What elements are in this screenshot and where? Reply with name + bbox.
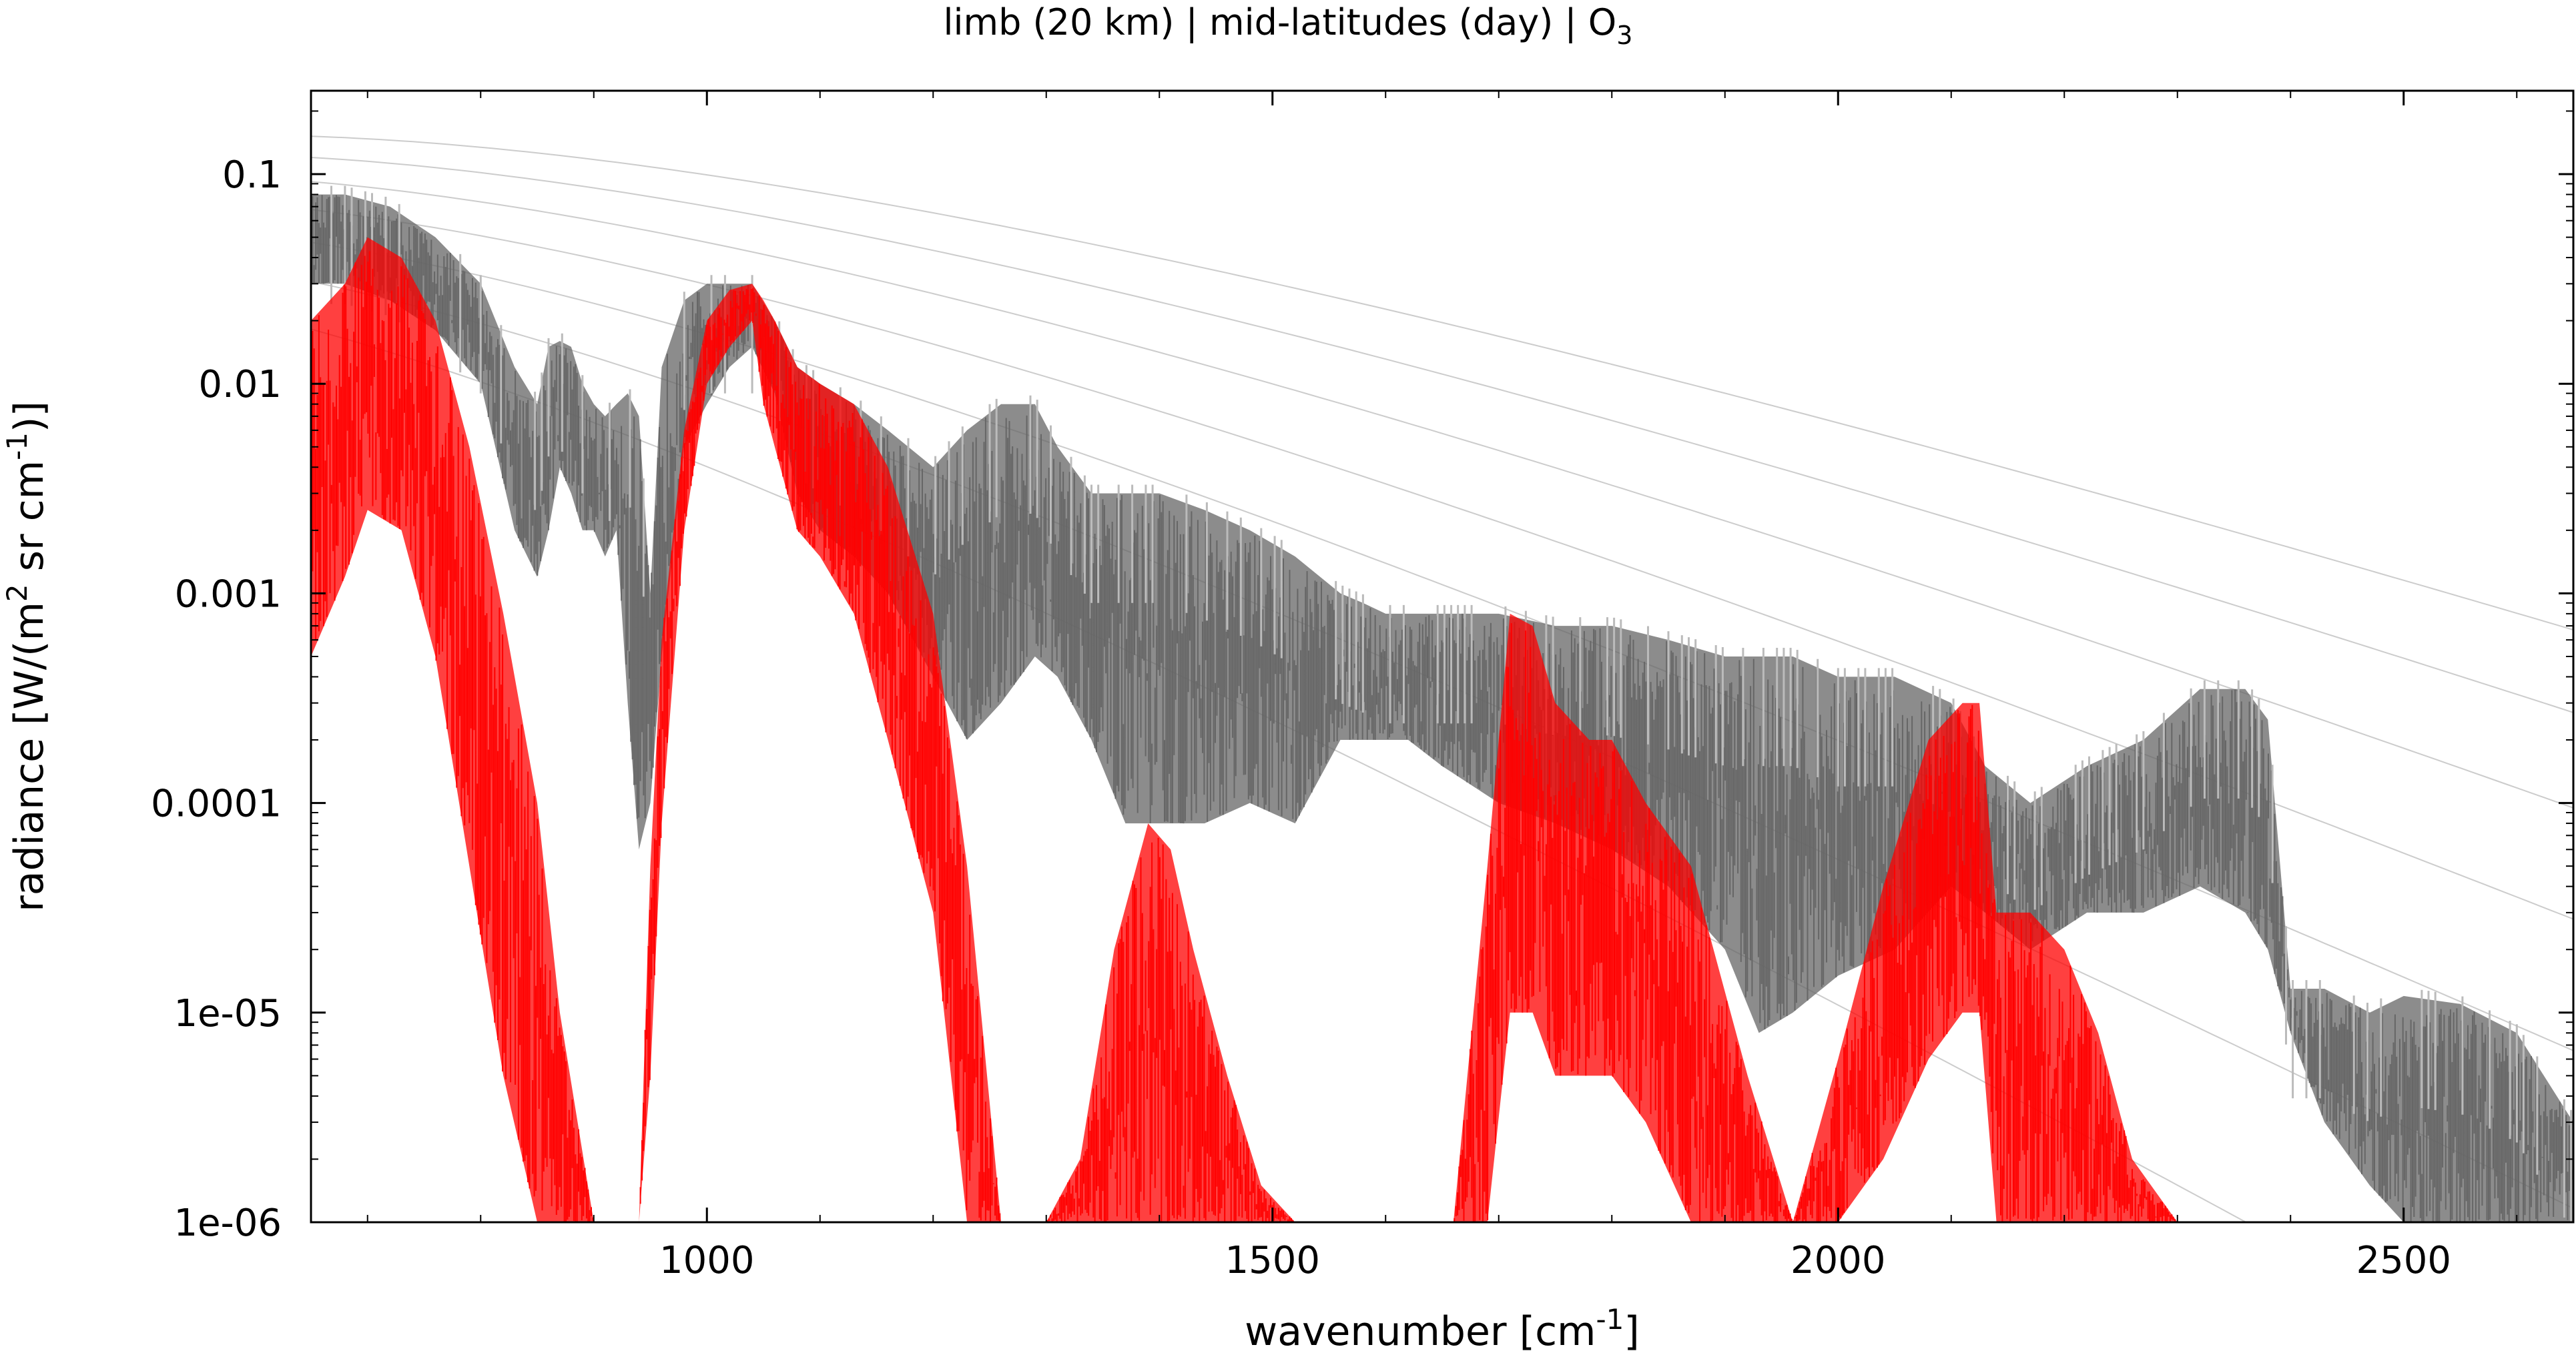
x-tick-label: 1500 xyxy=(1225,1239,1320,1282)
o3-spectrum-lines xyxy=(311,251,2178,1222)
planck-curve-5 xyxy=(311,157,2573,713)
x-tick-label: 2000 xyxy=(1791,1239,1886,1282)
chart-title: limb (20 km) | mid-latitudes (day) | O3 xyxy=(944,1,1633,50)
axis-ticks: 1000 1500 2000 2500 1e-06 1e-05 0.0001 0.001 0.0… xyxy=(151,91,2573,1282)
y-tick-label: 0.0001 xyxy=(151,783,282,826)
y-tick-label: 0.001 xyxy=(175,572,282,616)
x-axis-label: wavenumber [cm-1] xyxy=(1245,1303,1640,1355)
y-tick-label: 1e-06 xyxy=(174,1202,282,1245)
y-axis-label: radiance [W/(m2 sr cm-1)] xyxy=(1,401,53,912)
x-tick-label: 1000 xyxy=(659,1239,755,1282)
o3-spectrum-band xyxy=(311,237,2573,1222)
y-tick-label: 1e-05 xyxy=(174,992,282,1035)
planck-curve-6 xyxy=(311,135,2573,631)
y-tick-label: 0.01 xyxy=(198,363,282,406)
total-spectrum-light-lines xyxy=(311,185,2573,1222)
y-tick-label: 0.1 xyxy=(222,153,282,197)
plot-area xyxy=(311,135,2573,1222)
planck-curve-4 xyxy=(311,181,2573,809)
x-tick-label: 2500 xyxy=(2356,1239,2451,1282)
